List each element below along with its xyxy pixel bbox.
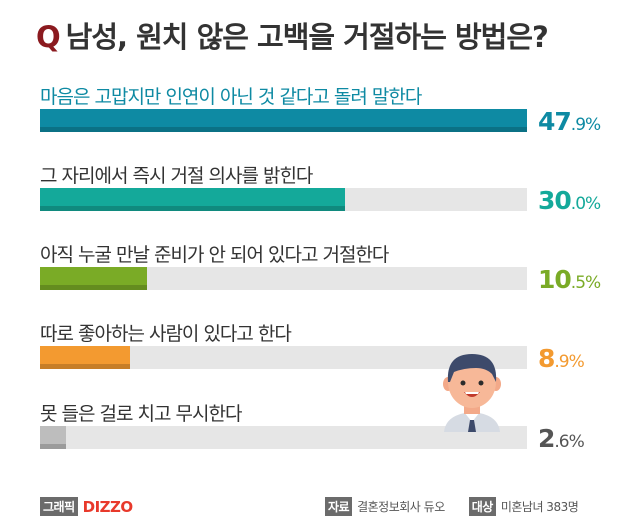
bar-track xyxy=(40,426,527,449)
value-decimal: .5% xyxy=(570,273,601,293)
graphic-tag: 그래픽 xyxy=(40,497,78,516)
brand-logo: DIZZO xyxy=(82,497,134,516)
title-text: 남성, 원치 않은 고백을 거절하는 방법은? xyxy=(65,20,549,54)
value-integer: 10 xyxy=(538,265,572,294)
value-label: 30.0% xyxy=(538,186,601,215)
value-integer: 30 xyxy=(538,186,572,215)
source-credit: 자료 결혼정보회사 듀오 대상 미혼남녀 383명 xyxy=(325,497,579,516)
graphic-credit: 그래픽 DIZZO xyxy=(40,497,133,516)
value-label: 10.5% xyxy=(538,265,601,294)
target-tag: 대상 xyxy=(468,497,496,516)
target-text: 미혼남녀 383명 xyxy=(500,500,579,514)
man-avatar-icon xyxy=(443,354,501,432)
bar-track xyxy=(40,188,527,211)
value-integer: 47 xyxy=(538,107,572,136)
question-mark-q: Q xyxy=(36,20,61,54)
bar xyxy=(40,426,67,449)
bar-label: 따로 좋아하는 사람이 있다고 한다 xyxy=(40,323,292,345)
value-integer: 8 xyxy=(538,344,555,373)
value-label: 2.6% xyxy=(538,424,585,453)
value-decimal: .0% xyxy=(570,194,601,214)
bar-track xyxy=(40,267,527,290)
bar-label: 그 자리에서 즉시 거절 의사를 밝힌다 xyxy=(40,165,313,187)
bar xyxy=(40,267,147,290)
value-integer: 2 xyxy=(538,424,555,453)
bar xyxy=(40,188,345,211)
bar-track xyxy=(40,109,527,132)
value-label: 8.9% xyxy=(538,344,585,373)
bar-label: 아직 누굴 만날 준비가 안 되어 있다고 거절한다 xyxy=(40,244,389,266)
value-decimal: .6% xyxy=(554,432,584,452)
bar-label: 못 들은 걸로 치고 무시한다 xyxy=(40,403,242,425)
value-label: 47.9% xyxy=(538,107,601,136)
bar xyxy=(40,109,527,132)
bar-track xyxy=(40,346,527,369)
source-text: 결혼정보회사 듀오 xyxy=(357,500,445,514)
bar-label: 마음은 고맙지만 인연이 아닌 것 같다고 돌려 말한다 xyxy=(40,86,422,108)
page-title: Q 남성, 원치 않은 고백을 거절하는 방법은? xyxy=(36,14,549,56)
source-tag: 자료 xyxy=(325,497,353,516)
value-decimal: .9% xyxy=(570,115,601,135)
bar xyxy=(40,346,131,369)
value-decimal: .9% xyxy=(554,352,584,372)
